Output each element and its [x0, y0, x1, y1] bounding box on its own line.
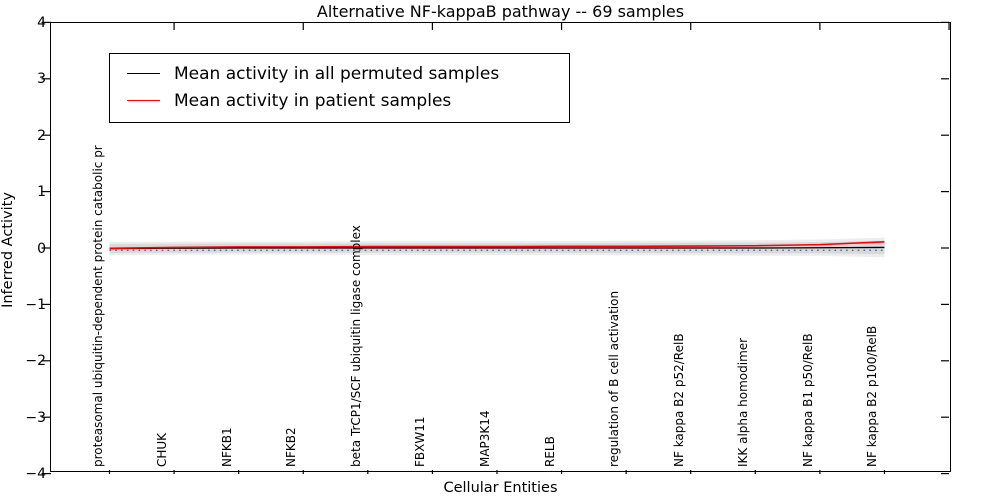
- legend-entry-label: Mean activity in patient samples: [174, 91, 452, 111]
- plot-area: Mean activity in all permuted samples Mea…: [41, 21, 951, 475]
- legend-entry: Mean activity in patient samples: [110, 89, 569, 113]
- entity-label: RELB: [542, 436, 557, 467]
- entity-label: NFKB1: [219, 427, 234, 467]
- entity-label: beta TrCP1/SCF ubiquitin ligase complex: [348, 225, 363, 467]
- entity-label: NF kappa B1 p50/RelB: [800, 333, 815, 467]
- chart-title: Alternative NF-kappaB pathway -- 69 samp…: [316, 2, 685, 21]
- legend-line-sample: [127, 73, 160, 74]
- legend: Mean activity in all permuted samples Mea…: [109, 53, 570, 123]
- series-line-0: [109, 246, 885, 250]
- y-tick-label: 4: [37, 14, 46, 31]
- y-tick-label: −2: [25, 353, 46, 370]
- entity-label: CHUK: [155, 432, 170, 467]
- y-tick-label: −4: [25, 466, 46, 483]
- y-tick-label: −3: [25, 409, 46, 426]
- entity-label: regulation of B cell activation: [607, 290, 622, 467]
- legend-entry-label: Mean activity in all permuted samples: [174, 64, 500, 84]
- y-axis-title: Inferred Activity: [0, 192, 16, 308]
- y-tick-label: 0: [37, 240, 46, 257]
- entity-label: NF kappa B2 p52/RelB: [671, 333, 686, 467]
- legend-line-sample: [127, 100, 160, 101]
- entity-label: NFKB2: [284, 427, 299, 467]
- y-tick-label: −1: [25, 296, 46, 313]
- y-tick-label: 2: [37, 127, 46, 144]
- entity-label: FBXW11: [413, 416, 428, 468]
- entity-label: MAP3K14: [477, 410, 492, 467]
- series-line-1: [109, 240, 885, 250]
- y-tick-label: 1: [37, 184, 46, 201]
- x-axis-title: Cellular Entities: [443, 480, 558, 496]
- entity-label: NF kappa B2 p100/RelB: [865, 325, 880, 467]
- y-tick-label: 3: [37, 71, 46, 88]
- entity-label: proteasomal ubiquitin-dependent protein …: [90, 145, 105, 467]
- plot-canvas: [41, 21, 950, 475]
- entity-label: IKK alpha homodimer: [736, 337, 751, 467]
- legend-entry: Mean activity in all permuted samples: [110, 62, 569, 86]
